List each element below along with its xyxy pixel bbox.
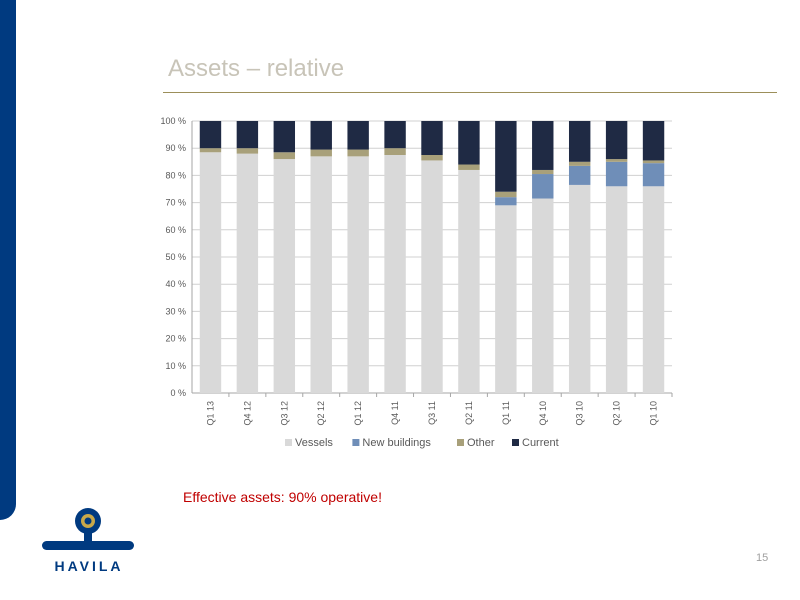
bar-segment-vessels: [199, 152, 222, 393]
legend-label: Other: [467, 437, 495, 449]
x-tick-label: Q3 12: [279, 401, 289, 426]
y-tick-label: 70 %: [165, 198, 186, 208]
x-tick-label: Q3 10: [575, 401, 585, 426]
legend-label: Current: [522, 437, 559, 449]
bar-segment-current: [458, 121, 480, 165]
y-tick-label: 80 %: [165, 170, 186, 180]
legend-swatch: [285, 439, 292, 446]
y-tick-label: 50 %: [165, 252, 186, 262]
bar-segment-current: [199, 121, 222, 149]
x-tick-label: Q2 10: [612, 401, 622, 426]
bar-segment-other: [236, 148, 259, 154]
bar-segment-vessels: [568, 184, 591, 393]
bar-segment-current: [495, 121, 517, 192]
bar-segment-current: [310, 121, 332, 150]
bar-segment-current: [421, 121, 443, 155]
title-divider: [163, 92, 777, 93]
bar-segment-vessels: [347, 156, 369, 393]
y-tick-label: 0 %: [170, 388, 186, 398]
bar-segment-vessels: [236, 153, 259, 393]
bar-segment-other: [347, 149, 369, 157]
legend-swatch: [457, 439, 464, 446]
bar-segment-current: [532, 121, 554, 170]
x-tick-label: Q1 13: [205, 401, 215, 426]
bar-segment-other: [310, 149, 332, 157]
y-tick-label: 10 %: [165, 361, 186, 371]
x-tick-label: Q4 12: [242, 401, 252, 426]
bar-segment-current: [642, 121, 665, 161]
x-tick-label: Q3 11: [427, 401, 437, 425]
bar-segment-other: [495, 191, 517, 198]
bar-segment-new-buildings: [532, 174, 554, 199]
legend-swatch: [352, 439, 360, 446]
legend-swatch: [512, 439, 519, 446]
bar-segment-other: [458, 164, 480, 170]
x-tick-label: Q2 11: [464, 401, 474, 425]
bar-segment-other: [421, 155, 443, 161]
brand-side-band: [0, 0, 16, 520]
bar-segment-current: [605, 121, 628, 160]
y-tick-label: 60 %: [165, 225, 186, 235]
y-tick-label: 90 %: [165, 143, 186, 153]
x-tick-label: Q4 10: [538, 401, 548, 426]
bar-segment-vessels: [421, 160, 443, 393]
bar-segment-other: [642, 160, 665, 164]
bar-segment-other: [384, 148, 406, 155]
bar-segment-vessels: [605, 186, 628, 393]
bar-segment-vessels: [495, 205, 517, 393]
note-text: Effective assets: 90% operative!: [183, 489, 382, 505]
bar-segment-current: [347, 121, 369, 150]
y-tick-label: 20 %: [165, 334, 186, 344]
y-tick-label: 40 %: [165, 279, 186, 289]
y-tick-label: 30 %: [165, 306, 186, 316]
havila-logo-icon: [42, 508, 134, 550]
bar-segment-vessels: [532, 198, 554, 393]
bar-segment-current: [236, 121, 259, 149]
bar-segment-new-buildings: [605, 161, 628, 187]
bar-segment-vessels: [273, 159, 296, 393]
bar-segment-new-buildings: [568, 165, 591, 185]
slide-title: Assets – relative: [168, 55, 345, 82]
y-tick-label: 100 %: [160, 116, 186, 126]
bar-segment-current: [273, 121, 296, 153]
bar-segment-other: [532, 169, 554, 175]
bar-segment-vessels: [458, 169, 480, 393]
bar-segment-vessels: [642, 186, 665, 393]
bar-segment-current: [384, 121, 406, 149]
bar-segment-new-buildings: [495, 197, 517, 206]
bar-segment-other: [273, 152, 296, 160]
x-tick-label: Q2 12: [316, 401, 326, 426]
bar-segment-vessels: [384, 155, 406, 393]
x-tick-label: Q4 11: [390, 401, 400, 425]
x-tick-label: Q1 10: [649, 401, 659, 426]
legend-label: New buildings: [362, 437, 431, 449]
x-tick-label: Q1 11: [501, 401, 511, 425]
bar-segment-vessels: [310, 156, 332, 393]
bar-segment-other: [568, 161, 591, 166]
page-number: 15: [756, 552, 769, 564]
stacked-bar-chart: 0 % 10 % 20 % 30 % 40 % 50 % 60 % 70 % 80 % 90 % 1…: [160, 116, 673, 449]
bar-segment-other: [605, 159, 628, 162]
bar-segment-other: [199, 148, 222, 153]
legend-label: Vessels: [295, 437, 333, 449]
bar-segment-current: [568, 121, 591, 162]
logo-wordmark: HAVILA: [54, 558, 124, 574]
x-tick-label: Q1 12: [353, 401, 363, 426]
bar-segment-new-buildings: [642, 163, 665, 187]
